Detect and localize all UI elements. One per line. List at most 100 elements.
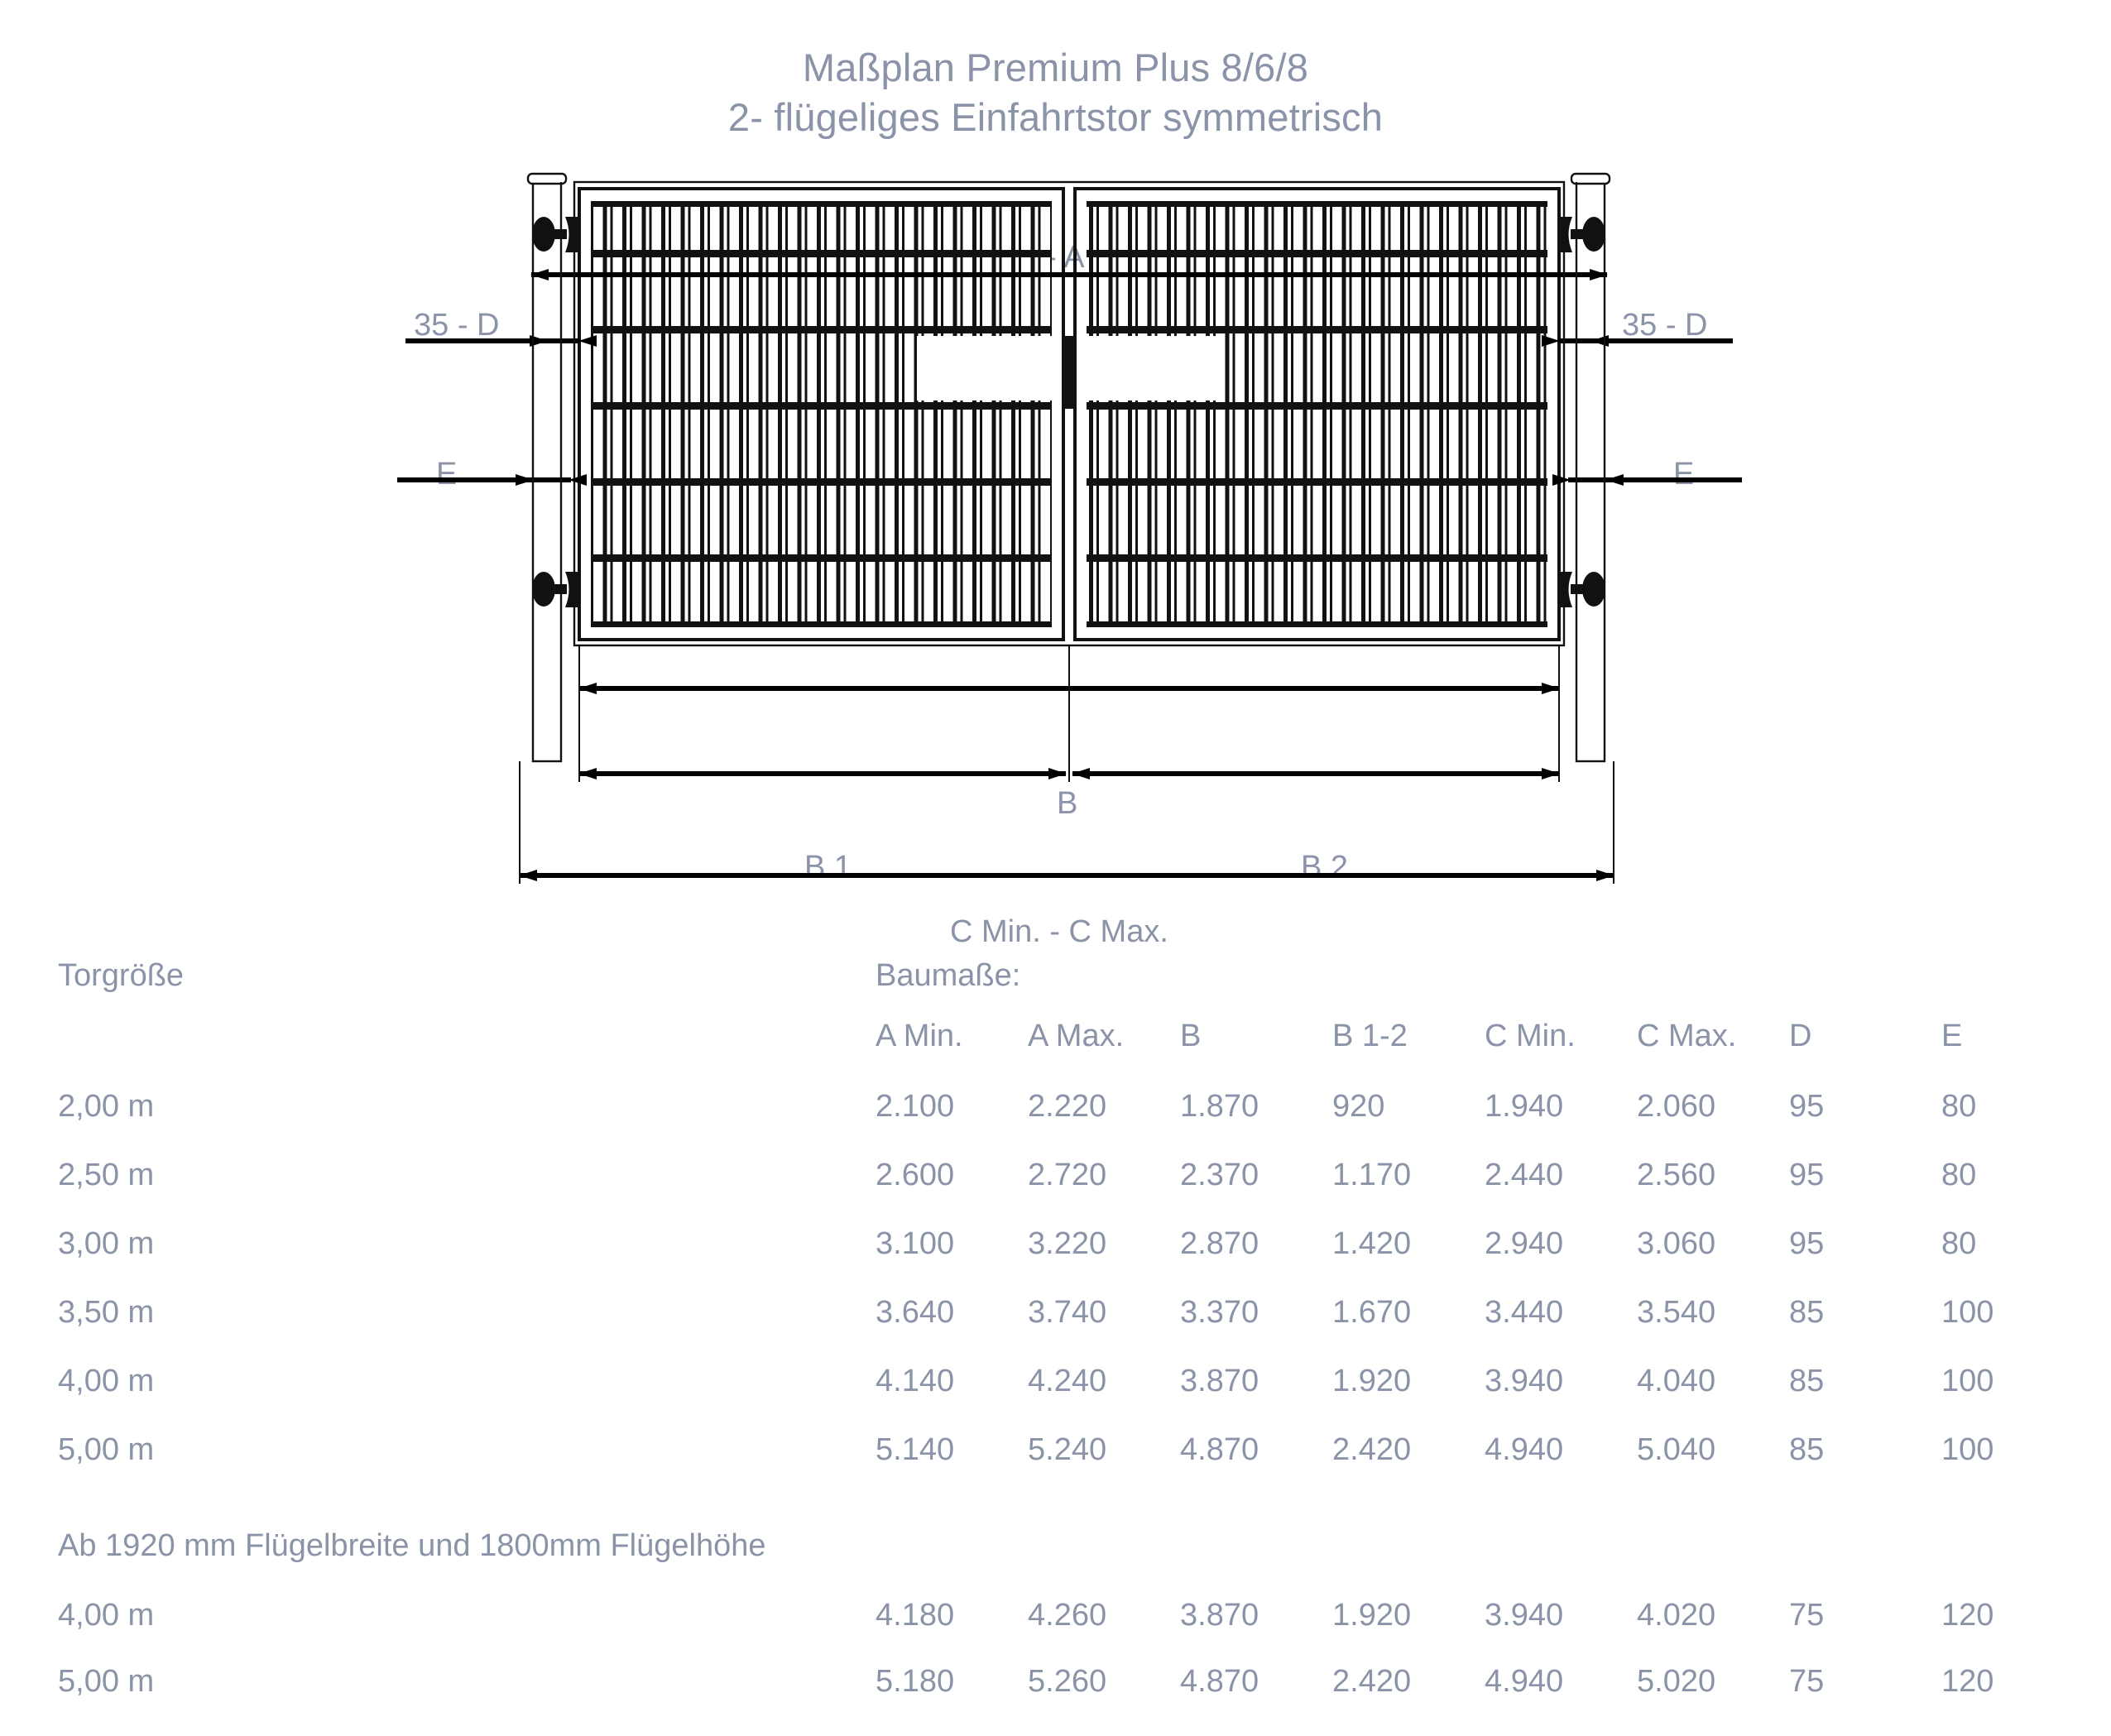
cell-c-min: 2.940 [1485,1226,1564,1261]
cell-a-max: 3.220 [1028,1226,1107,1261]
dimension-table: Torgröße Baumaße: A Min. A Max. B B 1-2 … [0,952,2094,1714]
header-a-min: A Min. [876,1018,963,1053]
cell-b: 3.870 [1180,1597,1259,1633]
cell-b: 2.370 [1180,1158,1259,1192]
label-b-span: B [1057,786,1078,821]
cell-d: 85 [1789,1364,1825,1398]
header-b: B [1180,1018,1202,1053]
cell-c-min: 1.940 [1485,1089,1564,1124]
cell-d: 95 [1789,1158,1825,1192]
cell-b-1-2: 1.920 [1332,1364,1412,1398]
cell-a-max: 4.260 [1028,1597,1107,1633]
cell-a-min: 5.180 [876,1663,955,1699]
table-header-columns: A Min. A Max. B B 1-2 C Min. C Max. D E [0,1000,2094,1072]
cell-a-min: 4.180 [876,1597,955,1633]
cell-b-1-2: 1.420 [1332,1226,1412,1261]
cell-a-max: 2.720 [1028,1158,1107,1192]
cell-c-max: 3.060 [1637,1226,1716,1261]
cell-size: 5,00 m [58,1432,155,1467]
cell-e: 100 [1941,1432,1994,1467]
header-blank [0,1000,876,1072]
table-note-row: Ab 1920 mm Flügelbreite und 1800mm Flüge… [0,1484,2094,1582]
cell-size: 2,50 m [58,1158,155,1192]
cell-a-max: 5.240 [1028,1432,1107,1467]
label-e-right: E [1673,457,1695,492]
cell-c-min: 4.940 [1485,1663,1564,1699]
cell-d: 85 [1789,1295,1825,1330]
cell-c-max: 3.540 [1637,1295,1716,1330]
cell-b-1-2: 1.670 [1332,1295,1412,1330]
header-b-1-2: B 1-2 [1332,1018,1408,1053]
cell-e: 80 [1941,1089,1977,1124]
gate-leaf-left [578,187,1065,641]
table-row: 4,00 m 4.180 4.260 3.870 1.920 3.940 4.0… [0,1582,2094,1648]
cell-size: 2,00 m [58,1089,155,1124]
label-e-left: E [436,457,458,492]
cell-a-max: 3.740 [1028,1295,1107,1330]
hinge-bottom-left [532,572,579,607]
header-c-max: C Max. [1637,1018,1737,1053]
cell-e: 120 [1941,1597,1994,1633]
cell-e: 100 [1941,1364,1994,1398]
hinge-bottom-right [1559,572,1605,607]
cell-a-min: 5.140 [876,1432,955,1467]
cell-a-max: 2.220 [1028,1089,1107,1124]
cell-b-1-2: 2.420 [1332,1663,1412,1699]
cell-c-max: 2.560 [1637,1158,1716,1192]
cell-e: 80 [1941,1226,1977,1261]
cell-c-max: 4.040 [1637,1364,1716,1398]
cell-size: 5,00 m [58,1663,155,1699]
cell-c-max: 4.020 [1637,1597,1716,1633]
ext-line-e-left [532,275,562,488]
cell-size: 4,00 m [58,1597,155,1633]
table-row: 5,00 m 5.140 5.240 4.870 2.420 4.940 5.0… [0,1416,2094,1484]
cell-b: 1.870 [1180,1089,1259,1124]
gate-dimension-drawing: A Min. - A Max. 35 - D 35 - D E E B B 1 … [0,124,2111,952]
centre-latch [1063,336,1077,409]
cell-c-max: 2.060 [1637,1089,1716,1124]
title-line-1: Maßplan Premium Plus 8/6/8 [802,46,1309,89]
table-row: 5,00 m 5.180 5.260 4.870 2.420 4.940 5.0… [0,1648,2094,1714]
cell-b-1-2: 1.170 [1332,1158,1412,1192]
header-a-max: A Max. [1028,1018,1125,1053]
cell-b: 3.370 [1180,1295,1259,1330]
cell-a-max: 5.260 [1028,1663,1107,1699]
label-d-left: 35 - D [414,308,500,343]
header-d: D [1789,1018,1812,1053]
ext-line-d-right [1563,182,1577,349]
cell-a-min: 3.640 [876,1295,955,1330]
cell-b-1-2: 920 [1332,1089,1385,1124]
cell-size: 3,50 m [58,1295,155,1330]
cell-a-min: 2.600 [876,1158,955,1192]
table-row: 3,00 m 3.100 3.220 2.870 1.420 2.940 3.0… [0,1210,2094,1278]
cell-d: 95 [1789,1089,1825,1124]
cell-b-1-2: 2.420 [1332,1432,1412,1467]
cell-a-min: 4.140 [876,1364,955,1398]
header-torgroesse: Torgröße [58,957,185,993]
cell-d: 95 [1789,1226,1825,1261]
header-c-min: C Min. [1485,1018,1576,1053]
cell-c-max: 5.020 [1637,1663,1716,1699]
cell-d: 85 [1789,1432,1825,1467]
table-row: 3,50 m 3.640 3.740 3.370 1.670 3.440 3.5… [0,1278,2094,1347]
cell-b: 2.870 [1180,1226,1259,1261]
cell-b: 4.870 [1180,1432,1259,1467]
table-header-top: Torgröße Baumaße: [0,952,2094,1000]
gate-leaf-right [1073,187,1561,641]
cell-size: 3,00 m [58,1226,155,1261]
title-block: Maßplan Premium Plus 8/6/8 2- flügeliges… [0,43,2111,142]
table-row: 2,00 m 2.100 2.220 1.870 920 1.940 2.060… [0,1072,2094,1141]
cell-a-min: 3.100 [876,1226,955,1261]
table-note: Ab 1920 mm Flügelbreite und 1800mm Flüge… [58,1527,766,1563]
table-row: 4,00 m 4.140 4.240 3.870 1.920 3.940 4.0… [0,1347,2094,1416]
cell-a-min: 2.100 [876,1089,955,1124]
gate-drawing-svg [397,172,1742,884]
title-line-2: 2- flügeliges Einfahrtstor symmetrisch [727,95,1384,140]
specification-table: Torgröße Baumaße: A Min. A Max. B B 1-2 … [0,952,2111,1714]
cell-c-min: 3.440 [1485,1295,1564,1330]
cell-b: 3.870 [1180,1364,1259,1398]
cell-c-min: 4.940 [1485,1432,1564,1467]
cell-d: 75 [1789,1663,1825,1699]
ext-lines-bottom [519,645,1614,884]
label-c-span: C Min. - C Max. [950,914,1168,949]
